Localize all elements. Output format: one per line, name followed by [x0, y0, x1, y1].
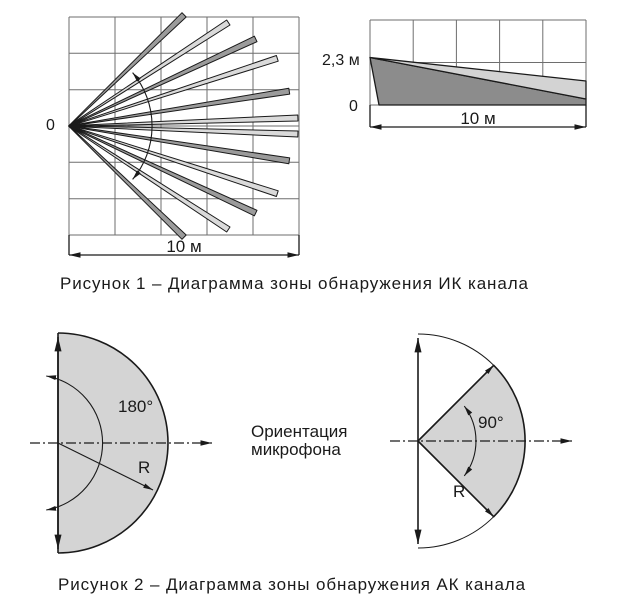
- svg-text:Ориентация: Ориентация: [251, 422, 348, 441]
- svg-text:0: 0: [349, 98, 358, 115]
- svg-text:Рисунок 2 – Диаграмма зоны обн: Рисунок 2 – Диаграмма зоны обнаружения А…: [58, 575, 526, 594]
- svg-text:0: 0: [46, 117, 55, 134]
- svg-text:микрофона: микрофона: [251, 440, 341, 459]
- svg-text:10 м: 10 м: [460, 109, 495, 128]
- svg-text:2,3 м: 2,3 м: [322, 52, 360, 69]
- svg-text:10 м: 10 м: [166, 237, 201, 256]
- svg-text:R: R: [453, 482, 465, 501]
- svg-text:90°: 90°: [478, 413, 504, 432]
- svg-text:R: R: [138, 458, 150, 477]
- svg-text:Рисунок 1 – Диаграмма зоны обн: Рисунок 1 – Диаграмма зоны обнаружения И…: [60, 274, 529, 293]
- svg-text:180°: 180°: [118, 397, 153, 416]
